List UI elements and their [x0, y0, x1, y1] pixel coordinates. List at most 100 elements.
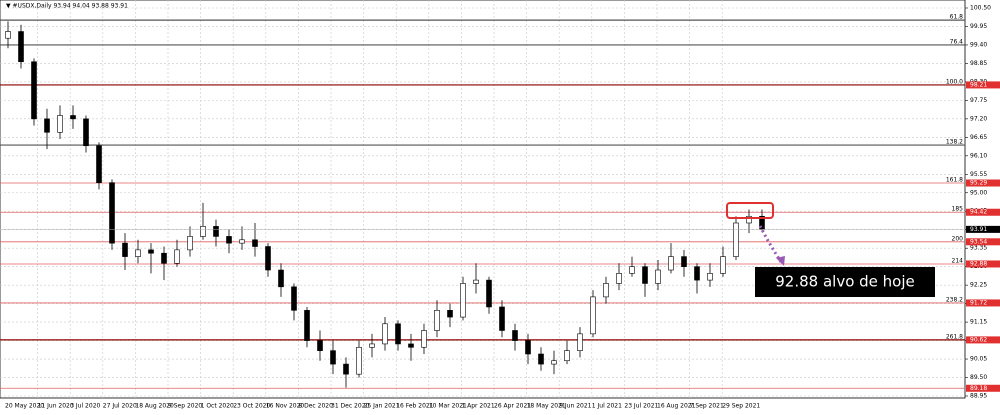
candle-body [577, 333, 583, 351]
highlight-box [726, 202, 774, 219]
y-tick-label: 100.50 [970, 5, 991, 12]
candle-body [96, 145, 102, 183]
y-tick-label: 96.10 [970, 152, 987, 159]
arrow-head [776, 256, 785, 266]
candle-body [18, 31, 24, 63]
candle-body [408, 343, 414, 348]
plot-frame [0, 0, 966, 399]
candle-body [421, 330, 427, 348]
level-price: 92.88 [970, 260, 987, 267]
candle-body [473, 279, 479, 284]
x-tick-label: 11 Jun 2020 [38, 403, 74, 410]
candle-body [213, 226, 219, 237]
candle-body [681, 256, 687, 267]
x-tick-label: 25 Jan 2021 [364, 403, 400, 410]
candle-body [291, 286, 297, 311]
candle-body [356, 346, 362, 375]
candle-body [746, 215, 752, 224]
candle-body [460, 283, 466, 318]
candle-body [226, 236, 232, 244]
x-tick-label: 16 Feb 2021 [396, 403, 434, 410]
candle-body [486, 279, 492, 308]
candle-body [447, 310, 453, 318]
candle-body [564, 350, 570, 362]
candle-body [382, 323, 388, 345]
x-tick-label: 16 Aug 2021 [657, 403, 696, 410]
annotation: 92.88 alvo de hoje [775, 273, 915, 291]
candle-body [304, 310, 310, 341]
y-tick-label: 95.55 [970, 171, 987, 178]
candle-body [590, 296, 596, 335]
x-tick-label: 18 Aug 2020 [135, 403, 174, 410]
y-tick-label: 96.65 [970, 134, 987, 141]
level-price-box [966, 81, 1000, 89]
x-tick-label: 9 Sep 2020 [168, 403, 202, 410]
level-price-box [966, 384, 1000, 392]
level-price: 98.21 [970, 81, 987, 88]
annotation-box [755, 267, 935, 297]
candle-body [395, 323, 401, 345]
current-price: 93.91 [970, 226, 987, 233]
current-price-box [966, 225, 1000, 233]
level-label: 200 [952, 235, 964, 242]
level-label: 238.2 [946, 296, 963, 303]
y-tick-label: 91.15 [970, 319, 987, 326]
candle-body [642, 266, 648, 284]
candle-body [343, 363, 349, 375]
candle-body [525, 340, 531, 355]
candle-body [694, 266, 700, 281]
x-tick-label: 16 Nov 2020 [266, 403, 305, 410]
candle-body [252, 239, 258, 247]
candle-body [5, 31, 11, 39]
level-label: 161.8 [946, 177, 963, 184]
y-tick-label: 90.05 [970, 356, 987, 363]
level-label: 261.8 [946, 333, 963, 340]
candle-body [551, 360, 557, 365]
level-label: 61.8 [950, 14, 964, 21]
y-tick-label: 95.00 [970, 189, 987, 196]
y-tick-label: 88.95 [970, 393, 987, 400]
y-tick-label: 93.35 [970, 245, 987, 252]
y-tick-label: 89.50 [970, 374, 987, 381]
x-tick-label: 7 Sep 2021 [690, 403, 724, 410]
x-tick-label: 31 Dec 2020 [331, 403, 370, 410]
candle-body [187, 236, 193, 251]
candle-body [148, 249, 154, 254]
x-tick-label: 29 Sep 2021 [722, 403, 760, 410]
candle-body [109, 182, 115, 244]
y-tick-label: 97.20 [970, 115, 987, 122]
x-tick-label: 20 May 2020 [5, 403, 44, 410]
x-tick-label: 1 Jul 2021 [592, 403, 622, 410]
candle-body [174, 249, 180, 264]
candle-body [44, 118, 50, 133]
level-price-box [966, 260, 1000, 268]
target-arrow [758, 225, 783, 263]
candle-body [538, 353, 544, 365]
candle-body [161, 252, 167, 264]
level-label: 138.2 [946, 139, 963, 146]
level-price-box [966, 208, 1000, 216]
level-label: 185 [952, 206, 964, 213]
candle-body [655, 269, 661, 284]
x-tick-label: 1 Apr 2021 [461, 403, 494, 410]
candle-body [83, 118, 89, 147]
candle-body [629, 266, 635, 274]
y-tick-label: 99.95 [970, 23, 987, 30]
candle-body [57, 115, 63, 133]
level-price: 95.29 [970, 180, 987, 187]
chart-title: ▼ #USDX,Daily 93.94 94.04 93.88 93.91 [6, 3, 128, 10]
candle-body [512, 330, 518, 341]
x-tick-label: 18 May 2021 [527, 403, 566, 410]
level-price: 94.42 [970, 209, 987, 216]
candle-body [616, 273, 622, 284]
candle-body [707, 273, 713, 281]
level-price-box [966, 336, 1000, 344]
candle-body [265, 246, 271, 271]
level-label: 100.0 [946, 78, 963, 85]
level-label: 214 [952, 257, 964, 264]
candle-body [278, 269, 284, 288]
x-tick-label: 23 Oct 2020 [233, 403, 270, 410]
level-price: 89.18 [970, 385, 987, 392]
level-label: 76.4 [950, 38, 964, 45]
